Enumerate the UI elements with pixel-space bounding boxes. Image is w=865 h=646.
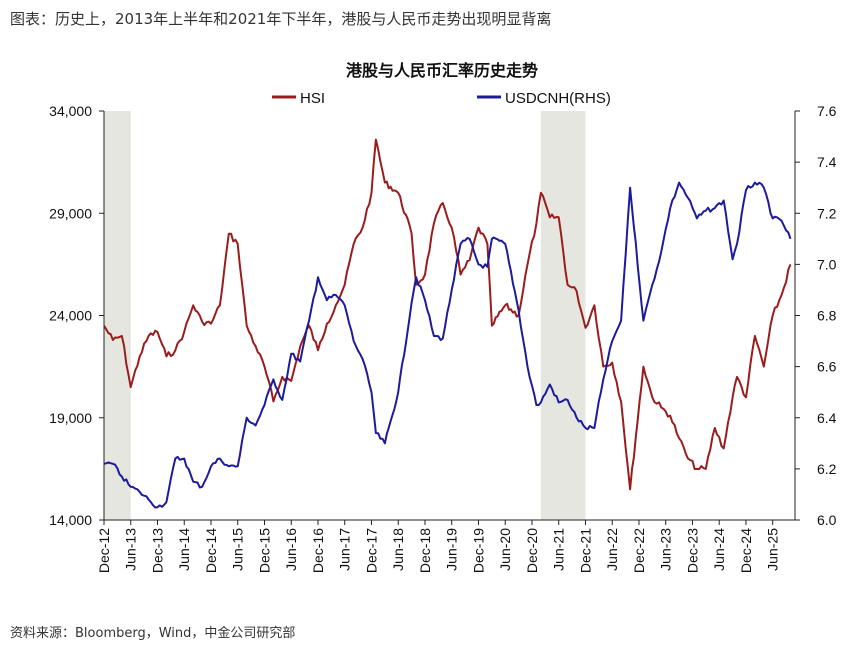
x-tick-label: Jun-18 [390,528,406,571]
x-tick-label: Dec-15 [256,528,272,573]
x-tick-label: Dec-12 [96,528,112,573]
x-tick-label: Jun-17 [337,528,353,571]
legend: HSI USDCNH(RHS) [272,90,611,107]
series-line-usdcnh [103,181,792,509]
axes: 14,000 19,000 24,000 29,000 34,000 6.0 6.2 6.4 6… [49,103,837,573]
x-tick-label: Jun-24 [711,528,727,571]
x-tick-label: Jun-23 [658,528,674,571]
left-tick-label: 24,000 [49,308,92,324]
right-tick-label: 6.2 [817,461,837,477]
left-tick-label: 14,000 [49,512,92,528]
shaded-period-1 [104,111,131,520]
right-tick-label: 6.4 [817,410,837,426]
x-tick-label: Jun-13 [123,528,139,571]
shaded-periods [104,111,586,520]
x-tick-label: Dec-20 [524,528,540,573]
left-tick-label: 19,000 [49,410,92,426]
series-layer [103,138,792,509]
x-tick-label: Dec-13 [149,528,165,573]
shaded-period-2 [540,111,586,520]
x-tick-label: Jun-14 [176,528,192,571]
chart-title: 港股与人民币汇率历史走势 [346,61,538,80]
x-tick-label: Jun-15 [230,528,246,571]
x-tick-label: Dec-19 [470,528,486,573]
right-tick-label: 6.8 [817,308,837,324]
x-tick-label: Dec-23 [684,528,700,573]
x-tick-label: Dec-18 [417,528,433,573]
right-tick-label: 7.0 [817,256,837,272]
right-tick-label: 6.6 [817,359,837,375]
x-tick-label: Dec-24 [738,528,754,573]
right-tick-label: 6.0 [817,512,837,528]
right-tick-label: 7.4 [817,154,837,170]
right-tick-label: 7.6 [817,103,837,119]
x-tick-label: Jun-21 [551,528,567,571]
legend-label: HSI [300,90,325,107]
x-tick-label: Jun-22 [604,528,620,571]
figure-caption: 图表：历史上，2013年上半年和2021年下半年，港股与人民币走势出现明显背离 [10,10,552,28]
x-tick-label: Dec-16 [310,528,326,573]
left-tick-label: 34,000 [49,103,92,119]
left-tick-label: 29,000 [49,205,92,221]
x-tick-label: Jun-20 [497,528,513,571]
x-tick-label: Dec-22 [631,528,647,573]
x-tick-label: Jun-16 [283,528,299,571]
right-tick-label: 7.2 [817,205,837,221]
x-tick-label: Dec-21 [577,528,593,573]
series-line-hsi [103,138,792,491]
x-tick-label: Dec-14 [203,528,219,573]
source-note: 资料来源：Bloomberg，Wind，中金公司研究部 [10,626,296,641]
legend-label: USDCNH(RHS) [505,90,611,107]
x-tick-label: Jun-25 [765,528,781,571]
x-tick-label: Dec-17 [363,528,379,573]
x-tick-label: Jun-19 [444,528,460,571]
